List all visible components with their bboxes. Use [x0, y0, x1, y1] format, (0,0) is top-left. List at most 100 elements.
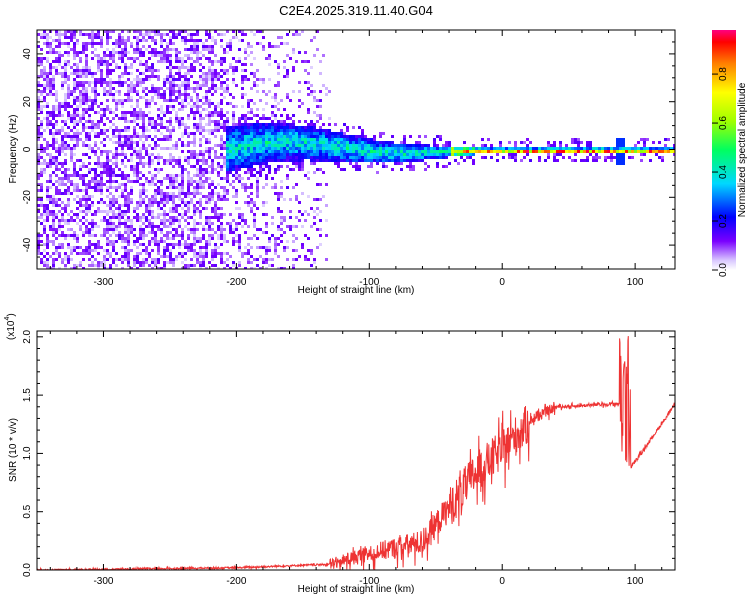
spectrogram-cell — [280, 120, 283, 123]
spectrogram-cell — [91, 42, 94, 45]
spectrogram-cell — [112, 57, 115, 60]
spectrogram-cell — [211, 81, 214, 84]
spectrogram-cell — [106, 180, 109, 183]
spectrogram-cell — [37, 153, 40, 156]
spectrogram-cell — [106, 174, 109, 177]
spectrogram-cell — [124, 240, 127, 243]
spectrogram-cell — [130, 222, 133, 225]
spectrogram-cell — [46, 240, 49, 243]
spectrogram-cell — [298, 81, 301, 84]
spectrogram-cell — [127, 96, 130, 99]
y-tick-label: 0.0 — [22, 563, 33, 577]
spectrogram-cell — [187, 264, 190, 267]
spectrogram-cell — [157, 189, 160, 192]
spectrogram-cell — [112, 204, 115, 207]
spectrogram-cell — [157, 156, 160, 159]
spectrogram-cell — [313, 96, 316, 99]
spectrogram-cell — [520, 141, 523, 144]
spectrogram-cell — [244, 57, 247, 60]
spectrogram-cell — [259, 156, 262, 159]
spectrogram-cell — [37, 249, 40, 252]
spectrogram-cell — [244, 69, 247, 72]
spectrogram-cell — [211, 132, 214, 135]
y-tick-label: 1.5 — [22, 388, 33, 402]
spectrogram-cell — [103, 231, 106, 234]
spectrogram-cell — [154, 102, 157, 105]
spectrogram-cell — [202, 159, 205, 162]
spectrogram-cell — [43, 207, 46, 210]
spectrogram-cell — [106, 54, 109, 57]
spectrogram-cell — [364, 147, 367, 150]
spectrogram-cell — [325, 141, 328, 144]
spectrogram-cell — [214, 213, 217, 216]
spectrogram-cell — [229, 156, 232, 159]
spectrogram-cell — [229, 150, 232, 153]
spectrogram-cell — [148, 153, 151, 156]
spectrogram-cell — [166, 147, 169, 150]
spectrogram-cell — [52, 195, 55, 198]
spectrogram-cell — [265, 126, 268, 129]
spectrogram-cell — [121, 30, 124, 33]
spectrogram-cell — [121, 102, 124, 105]
spectrogram-cell — [178, 246, 181, 249]
spectrogram-cell — [133, 57, 136, 60]
spectrogram-cell — [310, 135, 313, 138]
spectrogram-cell — [118, 90, 121, 93]
spectrogram-cell — [325, 153, 328, 156]
spectrogram-cell — [295, 138, 298, 141]
spectrogram-cell — [220, 222, 223, 225]
spectrogram-cell — [91, 45, 94, 48]
spectrogram-cell — [139, 159, 142, 162]
spectrogram-cell — [169, 180, 172, 183]
spectrogram-cell — [496, 150, 499, 153]
spectrogram-cell — [103, 78, 106, 81]
spectrogram-cell — [223, 60, 226, 63]
spectrogram-cell — [160, 237, 163, 240]
spectrogram-cell — [325, 219, 328, 222]
spectrogram-cell — [415, 144, 418, 147]
spectrogram-cell — [247, 177, 250, 180]
spectrogram-cell — [331, 153, 334, 156]
spectrogram-cell — [82, 177, 85, 180]
spectrogram-cell — [112, 30, 115, 33]
spectrogram-cell — [106, 219, 109, 222]
spectrogram-cell — [184, 84, 187, 87]
spectrogram-cell — [175, 159, 178, 162]
spectrogram-cell — [85, 48, 88, 51]
spectrogram-cell — [85, 186, 88, 189]
spectrogram-cell — [40, 216, 43, 219]
spectrogram-cell — [226, 42, 229, 45]
spectrogram-cell — [169, 243, 172, 246]
spectrogram-cell — [274, 123, 277, 126]
spectrogram-cell — [73, 30, 76, 33]
spectrogram-cell — [103, 255, 106, 258]
spectrogram-cell — [148, 90, 151, 93]
spectrogram-cell — [139, 189, 142, 192]
spectrogram-cell — [193, 114, 196, 117]
spectrogram-cell — [193, 174, 196, 177]
spectrogram-cell — [172, 90, 175, 93]
spectrogram-cell — [193, 192, 196, 195]
spectrogram-cell — [265, 123, 268, 126]
spectrogram-cell — [193, 243, 196, 246]
spectrogram-cell — [151, 120, 154, 123]
spectrogram-cell — [373, 153, 376, 156]
spectrogram-cell — [94, 132, 97, 135]
spectrogram-cell — [91, 108, 94, 111]
spectrogram-cell — [142, 90, 145, 93]
spectrogram-cell — [79, 114, 82, 117]
spectrogram-cell — [40, 135, 43, 138]
spectrogram-cell — [196, 156, 199, 159]
spectrogram-cell — [151, 96, 154, 99]
spectrogram-cell — [61, 216, 64, 219]
spectrogram-cell — [211, 69, 214, 72]
spectrogram-cell — [256, 123, 259, 126]
spectrogram-cell — [172, 222, 175, 225]
spectrogram-cell — [37, 210, 40, 213]
spectrogram-cell — [229, 153, 232, 156]
spectrogram-cell — [244, 33, 247, 36]
spectrogram-cell — [232, 138, 235, 141]
spectrogram-cell — [127, 159, 130, 162]
spectrogram-cell — [142, 198, 145, 201]
spectrogram-cell — [292, 234, 295, 237]
